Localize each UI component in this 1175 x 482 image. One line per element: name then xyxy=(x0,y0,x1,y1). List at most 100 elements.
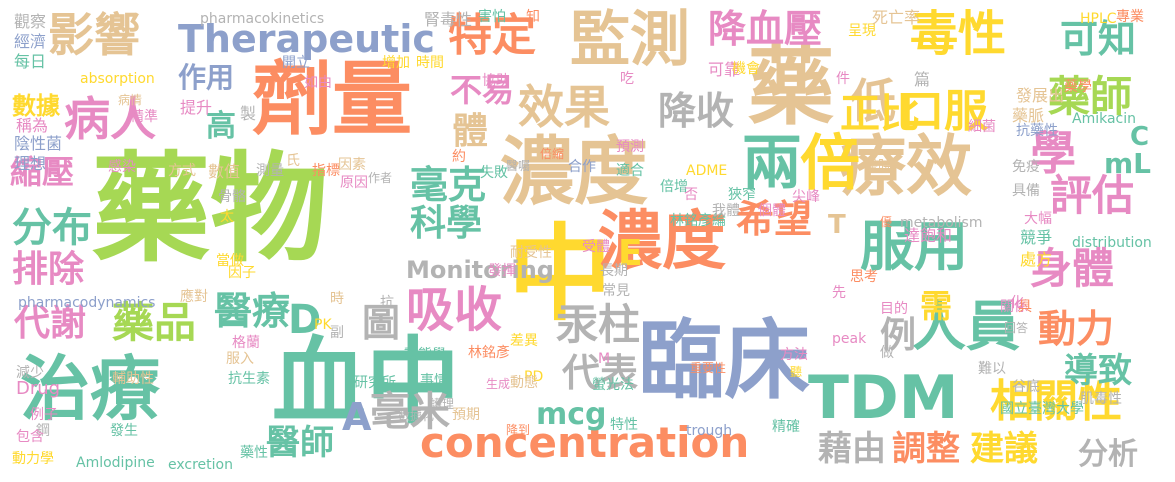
cloud-word: 做 xyxy=(880,345,894,361)
cloud-word: 原因 xyxy=(340,175,368,191)
cloud-word: T xyxy=(828,210,846,240)
cloud-word: TDM xyxy=(808,363,959,433)
cloud-word: Amlodipine xyxy=(76,455,155,471)
cloud-word: 監測 xyxy=(570,5,690,75)
cloud-word: 動力 xyxy=(1038,307,1115,351)
cloud-word: 先 xyxy=(832,285,846,301)
cloud-word: concentration xyxy=(420,418,750,467)
cloud-word: 適合 xyxy=(616,163,644,179)
cloud-word: 正比 xyxy=(840,91,920,137)
cloud-word: 降收 xyxy=(658,89,735,133)
cloud-word: 否 xyxy=(684,187,698,203)
cloud-word: 導致 xyxy=(1064,351,1132,391)
cloud-word: 可靠 xyxy=(708,60,741,79)
cloud-word: 吃 xyxy=(620,71,634,87)
cloud-word: M xyxy=(598,351,611,367)
cloud-word: 縮壓 xyxy=(10,153,75,191)
cloud-word: 當做 xyxy=(216,253,244,269)
cloud-word: 建議 xyxy=(970,429,1038,469)
cloud-word: 數據 xyxy=(12,92,60,120)
cloud-word: 每日 xyxy=(14,52,47,71)
cloud-word: 評估 xyxy=(1050,171,1135,220)
cloud-word: 件 xyxy=(836,71,850,87)
cloud-word: 作者 xyxy=(368,171,393,185)
cloud-word: 因子 xyxy=(228,265,256,281)
cloud-word: 降到 xyxy=(506,423,531,437)
cloud-word: 藥脈 xyxy=(1012,106,1045,125)
cloud-word: 事情 xyxy=(420,373,448,389)
cloud-word: 協助 xyxy=(482,73,510,89)
cloud-word: 狹窄 xyxy=(728,187,756,203)
cloud-word: 尖峰 xyxy=(792,189,820,205)
cloud-word: 毒性 xyxy=(910,6,1007,62)
cloud-word: 減少 xyxy=(16,365,44,381)
cloud-word: 希望 xyxy=(736,197,813,241)
cloud-word: 藥師 xyxy=(1048,72,1133,121)
cloud-word: 螢光法 xyxy=(592,377,634,393)
cloud-word: 肌毒性 xyxy=(1080,391,1122,407)
cloud-word: 預期 xyxy=(452,407,480,423)
cloud-word: 生成 xyxy=(486,377,511,391)
cloud-word: D xyxy=(288,297,322,343)
cloud-word: 特性 xyxy=(610,417,638,433)
cloud-word: 方法 xyxy=(780,347,808,363)
cloud-word: 藥學 xyxy=(1064,79,1092,95)
cloud-word: 可知 xyxy=(1060,17,1137,61)
cloud-word: metabolism xyxy=(900,215,983,231)
cloud-word: 倍增 xyxy=(660,179,688,195)
cloud-word: 經濟 xyxy=(14,32,47,51)
cloud-word: 效果 xyxy=(518,80,610,134)
cloud-word: 稱為 xyxy=(16,116,49,135)
cloud-word: 倍 xyxy=(800,129,860,199)
cloud-word: 護理 xyxy=(430,397,455,411)
cloud-word: 重要性 xyxy=(690,361,727,375)
cloud-word: 發生 xyxy=(110,423,138,439)
cloud-word: 谷底 xyxy=(1012,379,1040,395)
cloud-word: 國立臺灣大學 xyxy=(1000,401,1084,417)
cloud-word: 方式 xyxy=(168,163,196,179)
cloud-word: pharmacodynamics xyxy=(18,295,156,311)
cloud-word: 例 xyxy=(880,315,917,356)
cloud-word: distribution xyxy=(1072,235,1152,251)
cloud-word: 開立 xyxy=(282,55,310,71)
cloud-word: 達飽和 xyxy=(904,226,953,245)
cloud-word: 鋼 xyxy=(36,423,50,439)
cloud-word: 抗 xyxy=(380,295,394,311)
cloud-word: 需 xyxy=(920,287,953,325)
cloud-word: 回答 xyxy=(1004,321,1029,335)
cloud-word: 精準 xyxy=(130,109,158,125)
cloud-word: 醫囑 xyxy=(506,159,531,173)
cloud-word: 優 xyxy=(880,215,893,229)
cloud-word: 數據化 xyxy=(398,409,435,423)
cloud-word: 篇 xyxy=(914,70,931,89)
cloud-word: 相關性 xyxy=(990,376,1122,427)
cloud-word: absorption xyxy=(80,71,155,87)
cloud-word: 療效 xyxy=(840,128,972,205)
cloud-word: 兩 xyxy=(742,129,802,199)
cloud-word: C xyxy=(1130,122,1150,152)
cloud-word: 代表 xyxy=(562,351,639,395)
cloud-word: 免疫 xyxy=(1012,159,1040,175)
cloud-word: 約 xyxy=(452,149,466,165)
cloud-word: 抗藥性 xyxy=(1016,123,1058,139)
cloud-word: 差異 xyxy=(510,333,538,349)
cloud-word: mL xyxy=(1104,147,1152,180)
cloud-word: 受體 xyxy=(582,239,610,255)
cloud-word: 藥品 xyxy=(112,298,197,347)
cloud-word: 劑量 xyxy=(252,53,412,146)
cloud-word: 毫克 xyxy=(410,163,487,207)
cloud-word: 氏 xyxy=(286,153,300,169)
cloud-word: 動力學 xyxy=(12,451,54,467)
cloud-word: 處方 xyxy=(1020,250,1053,269)
cloud-word: 指標 xyxy=(312,163,340,179)
cloud-word: Amikacin xyxy=(1072,111,1137,127)
cloud-word: 動態 xyxy=(510,375,538,391)
cloud-word: 時間 xyxy=(416,55,444,71)
cloud-word: 觀察 xyxy=(14,12,47,31)
cloud-word: 藉由 xyxy=(818,429,886,469)
cloud-word: 毫米 xyxy=(370,389,450,435)
cloud-word: Therapeutic xyxy=(178,17,435,61)
cloud-word: 口服 xyxy=(900,86,988,137)
cloud-word: 藥性 xyxy=(240,445,268,461)
cloud-word: 包含 xyxy=(16,429,44,445)
